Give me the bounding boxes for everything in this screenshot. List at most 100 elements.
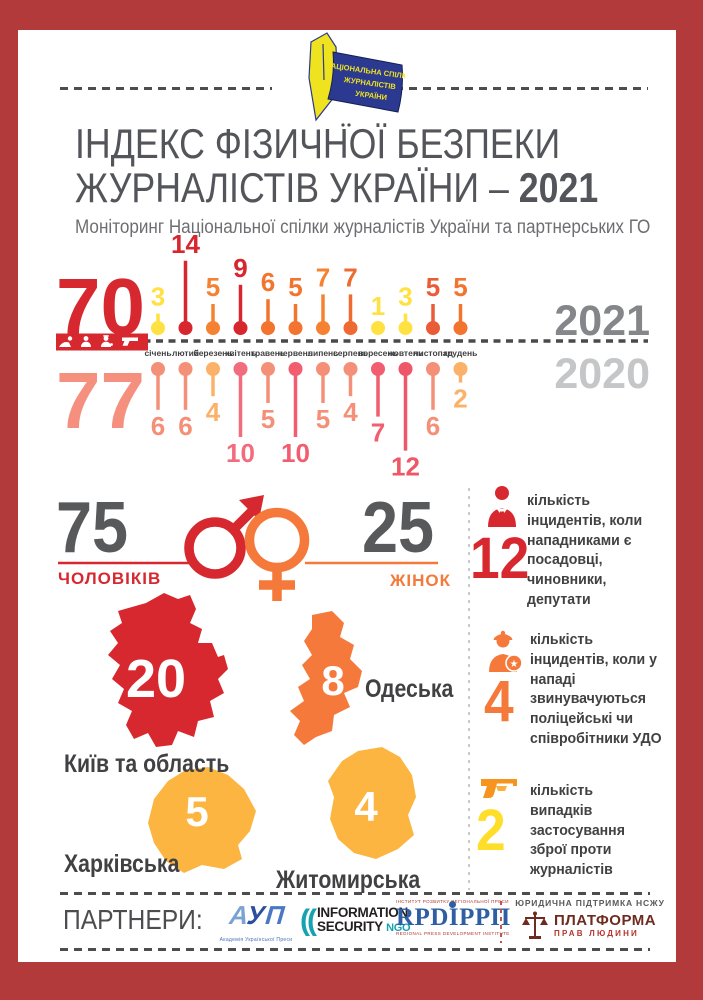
male-symbol-icon [184,517,246,579]
dot-2020 [426,362,440,376]
value-2021: 6 [261,267,275,297]
timeline-month-column: 3 жовтень 12 [387,282,423,482]
month-label: січень [144,348,171,358]
scales-icon [522,911,548,939]
dot-2021 [426,321,440,335]
value-2020: 7 [371,418,385,448]
region-zhytomyr-value: 4 [354,783,378,830]
gun-icon [122,337,138,346]
gun-icon [481,779,517,798]
year-label-2020: 2020 [554,350,650,398]
timeline-month-column: 3 січень 6 [144,282,171,441]
poster-canvas: НАЦІОНАЛЬНА СПІЛКА ЖУРНАЛІСТІВ УКРАЇНИ І… [18,30,676,962]
dot-2020 [206,362,220,376]
stat-police-text: кількість інцидентів, коли у нападі звин… [530,631,662,747]
logo-dot [341,123,345,127]
partner-aup-logo: А У П Академія Української Преси [214,898,298,943]
dot-2021 [453,321,468,335]
month-label: серпень [333,348,368,358]
dot-2021 [316,321,330,335]
stat-gun-text: кількість випадків застосування зброї пр… [530,782,625,879]
partners-dash-top [60,892,650,895]
title-line1: ІНДЕКС ФІЗИЧНОЇ БЕЗПЕКИ [75,120,561,167]
male-label: ЧОЛОВІКІВ [58,569,162,588]
female-count: 25 [362,488,435,568]
value-2021: 3 [151,282,165,312]
region-zhytomyr-label: Житомирська [276,866,421,894]
infosec-paren-icon: (( [300,904,317,937]
timeline-columns: 3січень614лютий65березень49квітень106тра… [144,233,477,482]
badge-icon [110,343,113,346]
timeline-month-column: 5 листопад 6 [413,272,453,441]
timeline-month-column: 5 березень 4 [193,272,232,427]
svg-text:★: ★ [510,659,519,670]
stat-police-value: 4 [484,669,514,734]
dot-2021 [178,321,193,335]
value-2020: 6 [178,411,192,441]
partners-label: ПАРТНЕРИ: [63,904,203,935]
dot-2020 [151,362,165,376]
dot-2021 [261,321,275,335]
pictogram-strip [56,333,148,351]
victim-icon [67,336,73,341]
partners-dash-bottom [60,948,650,951]
stat-officials-value: 12 [470,526,530,591]
stat-officials-text: кількість інцидентів, коли нападниками є… [527,492,643,608]
dot-2020 [316,362,330,376]
logo-dot [347,123,351,127]
infosec-ngo: NGO [386,922,411,934]
region-kyiv-value: 20 [126,649,186,709]
month-label: грудень [444,348,478,358]
pen-slit [322,43,325,81]
legal-support-label: ЮРИДИЧНА ПІДТРИМКА НСЖУ [515,898,665,908]
month-label: квітень [225,348,256,358]
police-icon [101,341,111,347]
rpdi-bottom-caption: REGIONAL PRESS DEVELOPMENT INSTITUTE [396,931,510,936]
month-label: липень [308,348,339,358]
month-label: березень [193,348,232,358]
timeline-chart: 70 77 2021 2020 3січень614лютий65березен… [56,233,650,482]
value-2020: 12 [391,452,420,482]
police-icon [103,336,109,341]
dot-2020 [261,362,275,376]
value-2020: 4 [343,397,358,427]
value-2020: 6 [426,411,440,441]
official-icon [488,486,516,527]
month-label: лютий [172,348,199,358]
value-2020: 10 [281,438,310,468]
regions-map: 20 8 5 4 [108,593,416,873]
value-2021: 7 [316,262,330,292]
region-kharkiv-value: 5 [185,788,208,835]
rpdi-wordmark: RPDІРРП [396,901,511,931]
value-2021: 5 [426,272,440,302]
dot-2021 [151,321,165,335]
dot-2020 [453,362,468,376]
timeline-month-column: 9 квітень 10 [225,253,256,468]
police-cap-icon [103,335,109,337]
value-2021: 5 [206,272,220,302]
timeline-month-column: 6 травень 5 [251,267,285,434]
region-kharkiv [148,767,256,873]
timeline-month-column: 7 липень 5 [308,262,339,434]
year-label-2021: 2021 [554,297,650,345]
partner-infosec-logo: (( INFORMATION SECURITY NGO [300,904,411,937]
month-label: листопад [413,348,453,358]
dot-2021 [206,321,220,335]
region-odesa-value: 8 [321,657,344,704]
aup-caption: Академія Української Преси [219,937,293,943]
dot-2020 [233,362,248,376]
region-kyiv-label: Київ та область [64,750,230,778]
value-2020: 5 [261,404,275,434]
region-kharkiv-label: Харківська [64,850,180,878]
value-2020: 10 [226,438,255,468]
region-zhytomyr [328,747,416,859]
nsju-logo: НАЦІОНАЛЬНА СПІЛКА ЖУРНАЛІСТІВ УКРАЇНИ [308,32,405,127]
female-label: ЖІНОК [390,571,451,590]
partners-divider [500,901,502,943]
value-2021: 5 [453,272,467,302]
value-2020: 4 [206,397,221,427]
rpdi-dot-icon [448,901,456,908]
rpdi-text: RPDІРРП [396,904,511,931]
male-count: 75 [56,488,129,568]
timeline-month-column: 5 грудень 2 [444,272,478,414]
